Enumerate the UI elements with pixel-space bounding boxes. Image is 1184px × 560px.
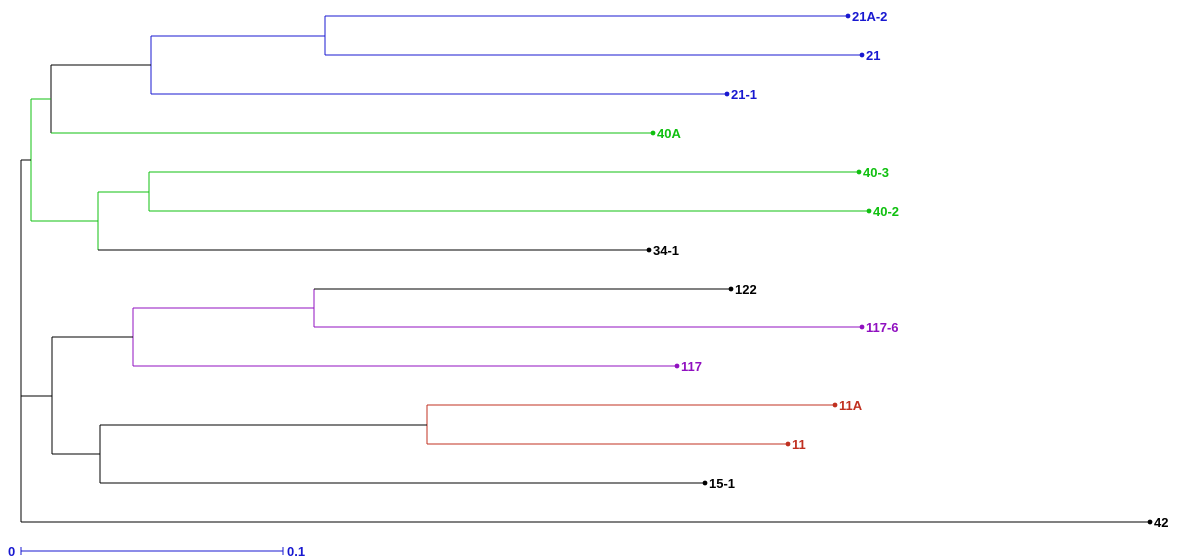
leaf-nodes: 21A-2 21 21-1 40A 40-3 40-2 34-1 122 117-6 117 11A…: [646, 9, 1168, 530]
leaf-label-21a-2: 21A-2: [852, 9, 887, 24]
leaf-label-40a: 40A: [657, 126, 681, 141]
scale-bar: 0 0.1: [8, 544, 305, 559]
leaf-label-34-1: 34-1: [653, 243, 679, 258]
leaf-label-122: 122: [735, 282, 757, 297]
leaf-label-21: 21: [866, 48, 880, 63]
scale-bar-end-label: 0.1: [287, 544, 305, 559]
leaf-label-11: 11: [792, 437, 806, 452]
leaf-node-117: [674, 363, 680, 369]
tree-branches: [20, 15, 1150, 523]
leaf-label-42: 42: [1154, 515, 1168, 530]
leaf-label-21-1: 21-1: [731, 87, 757, 102]
leaf-label-40-2: 40-2: [873, 204, 899, 219]
leaf-label-15-1: 15-1: [709, 476, 735, 491]
leaf-node-34-1: [646, 247, 652, 253]
leaf-node-122: [728, 286, 734, 292]
leaf-label-117: 117: [681, 359, 702, 374]
leaf-node-21a-2: [845, 13, 851, 19]
leaf-label-11a: 11A: [839, 398, 863, 413]
leaf-label-40-3: 40-3: [863, 165, 889, 180]
leaf-node-40-3: [856, 169, 862, 175]
leaf-node-40-2: [866, 208, 872, 214]
scale-bar-start-label: 0: [8, 544, 15, 559]
leaf-node-15-1: [702, 480, 708, 486]
leaf-node-11a: [832, 402, 838, 408]
leaf-label-117-6: 117-6: [866, 320, 899, 335]
leaf-node-11: [785, 441, 791, 447]
leaf-node-42: [1147, 519, 1153, 525]
leaf-node-40a: [650, 130, 656, 136]
leaf-node-21: [859, 52, 865, 58]
leaf-node-21-1: [724, 91, 730, 97]
leaf-node-117-6: [859, 324, 865, 330]
